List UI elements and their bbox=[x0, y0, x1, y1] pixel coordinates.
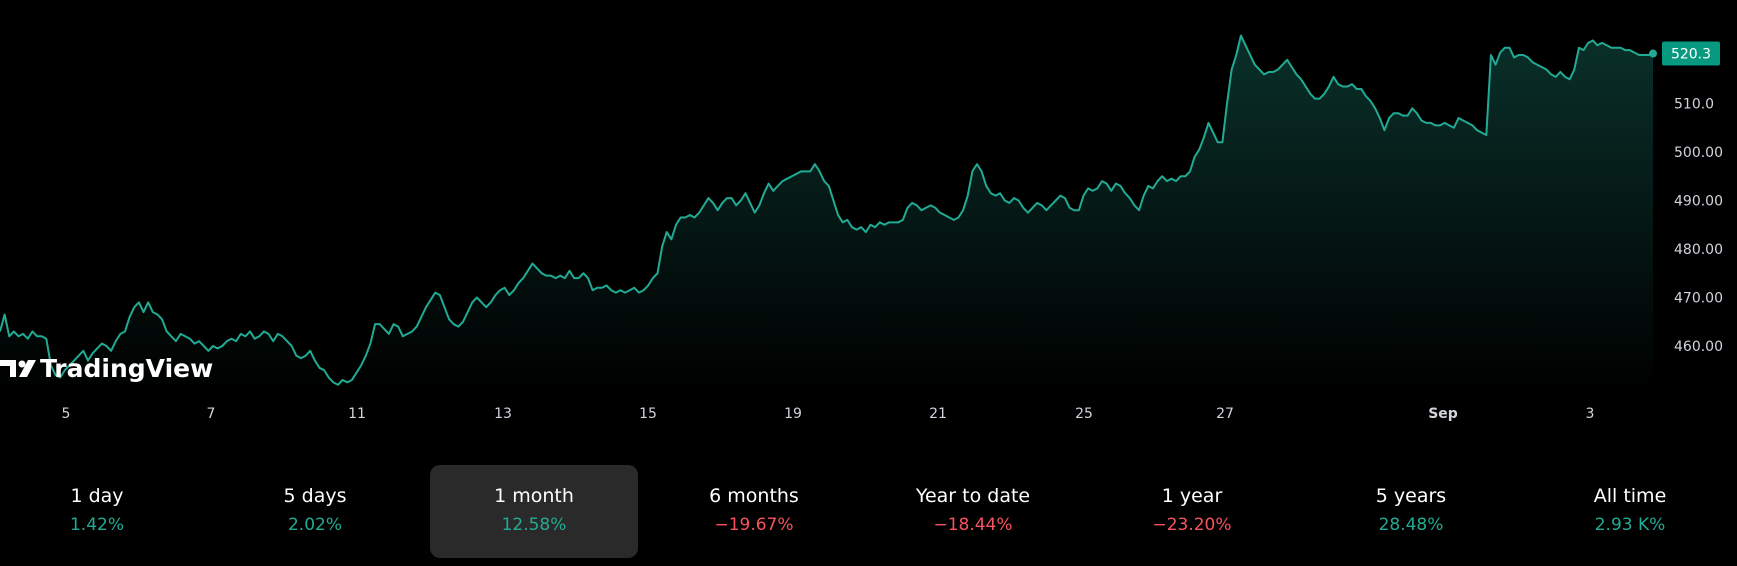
period-change-value: −23.20% bbox=[1152, 515, 1232, 535]
period-tab-1-year[interactable]: 1 year −23.20% bbox=[1088, 465, 1296, 558]
y-tick-label: 480.00 bbox=[1674, 242, 1723, 258]
period-change-value: 2.02% bbox=[287, 515, 342, 535]
series-area bbox=[0, 35, 1653, 392]
period-change-value: −18.44% bbox=[933, 515, 1013, 535]
period-label: 6 months bbox=[709, 485, 799, 507]
period-label: All time bbox=[1593, 485, 1667, 507]
y-tick-label: 490.00 bbox=[1674, 194, 1723, 210]
x-tick-label: 11 bbox=[348, 406, 366, 422]
y-tick-label: 470.00 bbox=[1674, 291, 1723, 307]
period-tab-5-years[interactable]: 5 years 28.48% bbox=[1307, 465, 1515, 558]
period-label: 5 years bbox=[1375, 485, 1447, 507]
price-chart[interactable]: 510.0 500.00 490.00 480.00 470.00 460.00 5 7 11… bbox=[0, 0, 1737, 440]
period-change-value: 1.42% bbox=[69, 515, 124, 535]
y-tick-label: 460.00 bbox=[1674, 339, 1723, 355]
period-tab-5-days[interactable]: 5 days 2.02% bbox=[211, 465, 419, 558]
period-label: 1 year bbox=[1161, 485, 1223, 507]
x-tick-label: 27 bbox=[1216, 406, 1234, 422]
x-tick-label: 21 bbox=[929, 406, 947, 422]
x-axis[interactable]: 5 7 11 13 15 19 21 25 27 Sep 3 bbox=[62, 406, 1595, 422]
tradingview-logo: TradingView bbox=[0, 354, 213, 383]
last-price-label: 520.3 bbox=[1671, 47, 1711, 63]
last-price-badge-bg bbox=[1662, 41, 1720, 66]
series-line-layer bbox=[0, 34, 1657, 386]
tradingview-logo-text: TradingView bbox=[40, 354, 213, 383]
y-tick-label: 500.00 bbox=[1674, 145, 1723, 161]
last-price-badge: 520.3 bbox=[1662, 41, 1720, 66]
area-fill-layer bbox=[0, 35, 1653, 392]
period-tab-1-day[interactable]: 1 day 1.42% bbox=[0, 465, 201, 558]
period-tab-all-time[interactable]: All time 2.93 K% bbox=[1526, 465, 1734, 558]
period-change-value: −19.67% bbox=[714, 515, 794, 535]
period-label: 1 month bbox=[494, 485, 574, 507]
period-label: Year to date bbox=[915, 485, 1031, 507]
x-tick-label: 5 bbox=[62, 406, 71, 422]
x-tick-label: 13 bbox=[494, 406, 512, 422]
tradingview-logo-icon bbox=[0, 360, 36, 377]
x-tick-label: 25 bbox=[1075, 406, 1093, 422]
x-tick-label: Sep bbox=[1428, 406, 1458, 422]
y-tick-label: 510.0 bbox=[1674, 97, 1714, 113]
period-change-value: 12.58% bbox=[501, 515, 567, 535]
x-tick-label: 3 bbox=[1586, 406, 1595, 422]
period-tab-1-month[interactable]: 1 month 12.58% bbox=[430, 465, 638, 558]
x-tick-label: 15 bbox=[639, 406, 657, 422]
period-label: 5 days bbox=[283, 485, 347, 507]
y-axis[interactable]: 510.0 500.00 490.00 480.00 470.00 460.00 bbox=[1674, 97, 1723, 356]
period-change-value: 28.48% bbox=[1378, 515, 1444, 535]
period-selector: 1 day 1.42% 5 days 2.02% 1 month 12.58% 6 mont… bbox=[0, 465, 1737, 558]
period-change-value: 2.93 K% bbox=[1594, 515, 1666, 535]
period-label: 1 day bbox=[70, 485, 124, 507]
period-tab-6-months[interactable]: 6 months −19.67% bbox=[650, 465, 858, 558]
period-tab-year-to-date[interactable]: Year to date −18.44% bbox=[869, 465, 1077, 558]
series-line bbox=[0, 34, 1654, 386]
x-tick-label: 7 bbox=[207, 406, 216, 422]
last-point-marker bbox=[1649, 49, 1657, 58]
x-tick-label: 19 bbox=[784, 406, 802, 422]
